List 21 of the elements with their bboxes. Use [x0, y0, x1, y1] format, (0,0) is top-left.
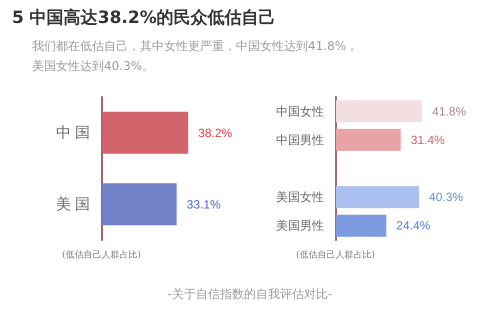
data-label: 40.3% [429, 190, 464, 204]
chart-subtitle: 我们都在低估自己，其中女性更严重，中国女性达到41.8%，美国女性达到40.3%。 [32, 38, 360, 75]
y-tick-label: 美国女性 [276, 190, 324, 204]
x-axis-title: (低估自己人群占比) [62, 250, 142, 260]
bar [336, 214, 386, 237]
y-tick-label: 中国男性 [276, 132, 324, 147]
bar [336, 186, 420, 208]
data-label: 24.4% [396, 218, 431, 233]
bar [336, 100, 422, 122]
data-label: 41.8% [432, 104, 467, 118]
y-tick-label: 中国女性 [276, 104, 324, 118]
text: -关于自信指数的自我评估对比- [166, 286, 334, 303]
y-tick-label: 美 国 [56, 196, 90, 213]
y-tick-label: 美国男性 [276, 218, 324, 233]
data-label: 33.1% [186, 197, 222, 212]
bar [336, 128, 401, 151]
data-label: 31.4% [410, 132, 446, 147]
y-tick-label: 中 国 [56, 124, 90, 142]
chart-title: 5 中国高达38.2%的民众低估自己 [12, 7, 276, 29]
x-axis-title: (低估自己人群占比) [296, 250, 376, 260]
data-label: 38.2% [198, 126, 233, 140]
